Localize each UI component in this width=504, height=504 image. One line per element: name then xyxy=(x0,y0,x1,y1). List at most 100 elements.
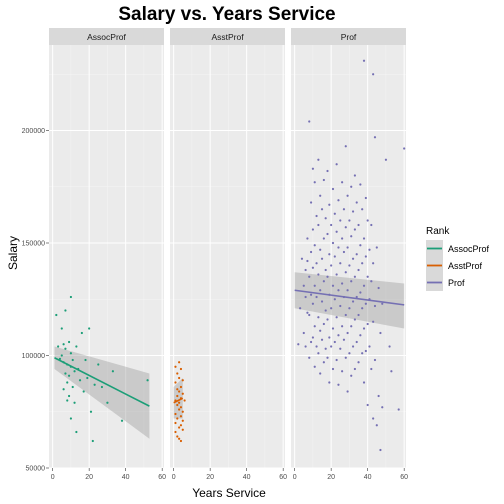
data-point xyxy=(355,253,358,256)
facet-AssocProf: AssocProf 0 20 40 60 xyxy=(49,28,166,481)
legend-item: AssocProf xyxy=(426,240,490,257)
data-point xyxy=(57,345,60,348)
data-point xyxy=(355,201,358,204)
data-point xyxy=(306,311,309,314)
data-point xyxy=(69,352,73,355)
data-point xyxy=(183,399,186,402)
data-point xyxy=(55,313,58,317)
data-point xyxy=(364,302,367,305)
data-point xyxy=(333,212,336,215)
panel-background xyxy=(291,45,406,468)
data-point xyxy=(315,262,318,265)
data-point xyxy=(337,246,340,249)
data-point xyxy=(368,248,371,251)
data-point xyxy=(330,223,333,227)
data-point xyxy=(351,210,355,213)
facet-strip-label: AsstProf xyxy=(211,32,244,42)
data-point xyxy=(308,356,311,359)
data-point xyxy=(341,370,344,373)
data-point xyxy=(73,370,76,373)
facet-strip-label: AssocProf xyxy=(87,32,126,42)
data-point xyxy=(346,246,349,249)
data-point xyxy=(348,219,351,222)
data-point xyxy=(311,228,315,231)
data-point xyxy=(348,352,351,355)
data-point xyxy=(320,257,324,260)
data-point xyxy=(344,313,347,317)
x-tick-label: 0 xyxy=(172,474,176,481)
data-point xyxy=(179,385,183,389)
data-point xyxy=(366,322,369,326)
data-point xyxy=(339,304,342,308)
data-point xyxy=(67,374,71,377)
data-point xyxy=(357,361,360,364)
data-point xyxy=(359,291,362,294)
data-point xyxy=(328,381,331,384)
legend-item: Prof xyxy=(426,274,465,291)
data-point xyxy=(178,361,181,364)
data-point xyxy=(178,408,181,411)
data-point xyxy=(174,365,177,368)
data-point xyxy=(71,358,74,362)
data-point xyxy=(302,284,305,287)
facet-strip xyxy=(170,28,285,45)
data-point xyxy=(337,383,340,386)
panel-background xyxy=(49,45,164,468)
x-tick-label: 20 xyxy=(206,474,214,481)
data-point xyxy=(300,257,304,260)
data-point xyxy=(333,340,336,344)
data-point xyxy=(178,401,181,404)
x-tick-label: 20 xyxy=(327,474,335,481)
data-point xyxy=(320,208,324,211)
data-point xyxy=(315,295,318,299)
data-point xyxy=(331,187,335,191)
data-point xyxy=(351,300,355,303)
data-point xyxy=(91,439,94,443)
data-point xyxy=(326,356,329,359)
data-point xyxy=(319,372,322,375)
data-point xyxy=(353,228,356,231)
data-point xyxy=(341,282,344,285)
data-point xyxy=(179,406,183,409)
data-point xyxy=(344,356,347,359)
y-tick-label: 150000 xyxy=(22,241,45,248)
data-point xyxy=(344,226,347,229)
data-point xyxy=(317,223,320,227)
data-point xyxy=(390,370,393,373)
data-point xyxy=(320,300,324,303)
data-point xyxy=(319,248,322,251)
data-point xyxy=(359,244,362,247)
data-point xyxy=(86,376,89,380)
data-point xyxy=(331,241,335,245)
x-tick-label: 20 xyxy=(85,474,93,481)
data-point xyxy=(379,448,382,452)
data-point xyxy=(359,183,362,186)
confidence-band xyxy=(294,272,405,329)
data-point xyxy=(146,379,149,382)
data-point xyxy=(328,203,331,206)
data-point xyxy=(64,347,67,350)
data-point xyxy=(372,73,375,76)
data-point xyxy=(362,284,366,287)
data-point xyxy=(308,275,311,278)
data-point xyxy=(326,232,329,236)
data-point xyxy=(179,415,183,418)
regression-line xyxy=(54,357,150,407)
confidence-band xyxy=(173,378,183,419)
data-point xyxy=(176,417,179,420)
data-point xyxy=(82,390,85,393)
legend-item: AsstProf xyxy=(426,257,483,274)
data-point xyxy=(179,424,183,427)
data-point xyxy=(351,345,355,348)
data-point xyxy=(306,259,309,263)
data-point xyxy=(174,381,177,384)
data-point xyxy=(373,358,377,362)
data-point xyxy=(322,361,325,364)
data-point xyxy=(71,385,74,389)
data-point xyxy=(69,417,73,420)
data-point xyxy=(341,325,344,328)
data-point xyxy=(377,394,380,398)
data-point xyxy=(328,336,331,339)
data-point xyxy=(335,163,338,166)
